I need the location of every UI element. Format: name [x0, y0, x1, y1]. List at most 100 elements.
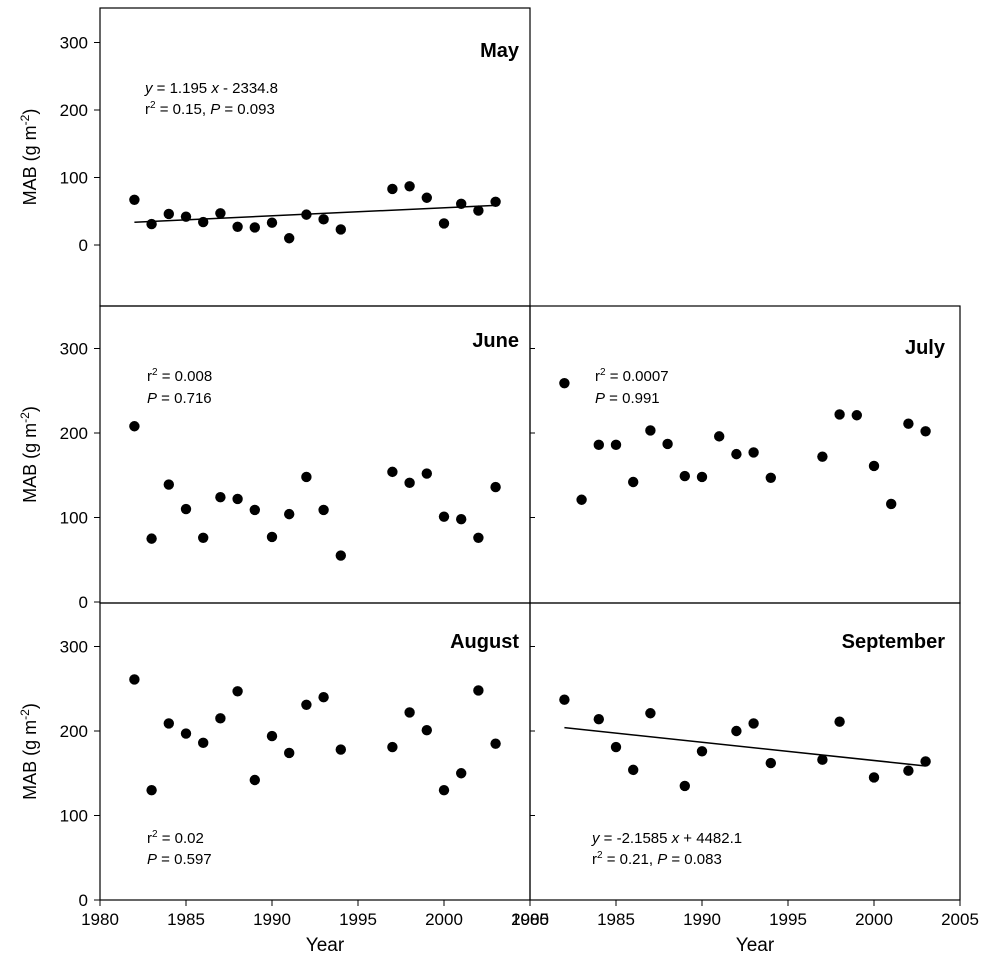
data-point	[146, 533, 157, 544]
r-value: = 0.0007	[606, 368, 669, 385]
y-tick-label: 0	[79, 891, 88, 910]
data-point	[146, 784, 157, 796]
regression-equation: y = 1.195 x - 2334.8	[144, 80, 278, 97]
data-point	[163, 208, 174, 220]
y-axis-label-text: MAB (g m	[20, 423, 40, 503]
data-point	[765, 472, 776, 483]
y-axis-label: MAB (g m-2)	[18, 703, 40, 800]
y-axis-label-text: MAB (g m	[20, 125, 40, 205]
x-tick-label: 1990	[683, 910, 721, 929]
data-point	[129, 421, 140, 432]
panel-title: September	[842, 631, 946, 653]
x-axis-label: Year	[306, 935, 345, 956]
data-point	[610, 741, 622, 753]
data-point	[490, 738, 501, 749]
y-tick-label: 0	[79, 593, 88, 612]
y-tick-label: 300	[60, 34, 88, 53]
data-point	[232, 221, 243, 232]
x-tick-label: 1985	[167, 910, 205, 929]
panel-september: 1980 1985 1990 1995 2000 2005 Year September y =…	[511, 602, 979, 956]
data-point	[215, 208, 226, 219]
eq-rest: = -2.1585	[600, 830, 672, 847]
data-point	[868, 460, 880, 472]
p-symbol: P	[147, 851, 157, 868]
data-point	[335, 224, 346, 235]
data-point	[886, 498, 897, 510]
data-point	[696, 746, 708, 757]
data-point	[335, 550, 346, 561]
data-point	[198, 532, 209, 543]
data-point	[456, 513, 467, 525]
data-point	[249, 222, 260, 233]
data-point	[714, 431, 725, 442]
r-symbol: r	[592, 851, 597, 868]
y-tick-label: 100	[60, 169, 88, 188]
data-point	[748, 718, 759, 729]
r-value: = 0.02	[158, 830, 204, 847]
y-axis-label-exponent: -2	[18, 412, 32, 423]
data-point	[232, 493, 243, 505]
data-point	[232, 686, 243, 697]
data-point	[679, 780, 690, 792]
y-tick-label: 200	[60, 101, 88, 120]
y-axis-label-text: MAB (g m	[20, 720, 40, 800]
r-symbol: r	[147, 368, 152, 385]
p-value-text: P = 0.597	[147, 851, 212, 868]
p-symbol: P	[657, 851, 667, 868]
data-point	[559, 377, 570, 389]
r-squared-text: r2 = 0.0007	[595, 367, 669, 385]
data-point	[404, 181, 415, 192]
r-squared-text: r2 = 0.02	[147, 829, 204, 847]
data-point	[490, 196, 501, 207]
r-squared-text: r2 = 0.008	[147, 367, 212, 385]
panel-august: 0 100 200 300 1980 1985 1990 1995 2000 2005 Year MA…	[18, 602, 549, 956]
data-point	[284, 508, 295, 520]
x-tick-label: 2005	[941, 910, 979, 929]
data-point	[129, 674, 140, 685]
p-value: = 0.597	[157, 851, 212, 868]
data-point	[146, 218, 157, 230]
y-tick-label: 300	[60, 638, 88, 657]
p-value: = 0.093	[220, 101, 275, 118]
panel-frame	[99, 305, 531, 604]
data-point	[215, 492, 226, 503]
eq-tail: - 2334.8	[219, 80, 278, 97]
r-value: = 0.008	[158, 368, 213, 385]
eq-rest: = 1.195	[153, 80, 212, 97]
data-point	[180, 728, 192, 739]
data-point	[266, 531, 278, 543]
data-point	[318, 214, 329, 225]
eq-x: x	[671, 830, 680, 847]
data-point	[473, 532, 484, 543]
x-tick-label: 1980	[81, 910, 119, 929]
r-value: = 0.15,	[156, 101, 211, 118]
panel-title: June	[472, 330, 519, 352]
r-value: = 0.21,	[603, 851, 658, 868]
p-symbol: P	[210, 101, 220, 118]
panel-title: August	[450, 631, 519, 653]
x-tick-label: 2005	[511, 910, 549, 929]
data-point	[696, 471, 708, 483]
data-point	[473, 685, 484, 696]
y-axis-label: MAB (g m-2)	[18, 109, 40, 206]
data-point	[129, 194, 140, 205]
data-point	[748, 447, 759, 458]
data-point	[645, 708, 656, 719]
data-point	[559, 694, 570, 705]
r-symbol: r	[145, 101, 150, 118]
y-axis-label-close: )	[20, 703, 40, 709]
panel-frame	[99, 7, 531, 307]
p-value: = 0.083	[667, 851, 722, 868]
y-tick-label: 200	[60, 424, 88, 443]
data-point	[266, 217, 278, 228]
p-value: = 0.991	[605, 390, 660, 407]
p-value-text: P = 0.991	[595, 390, 660, 407]
eq-y: y	[144, 80, 154, 97]
p-value: = 0.716	[157, 390, 212, 407]
data-point	[920, 756, 931, 767]
data-point	[163, 718, 174, 729]
data-point	[318, 504, 329, 516]
